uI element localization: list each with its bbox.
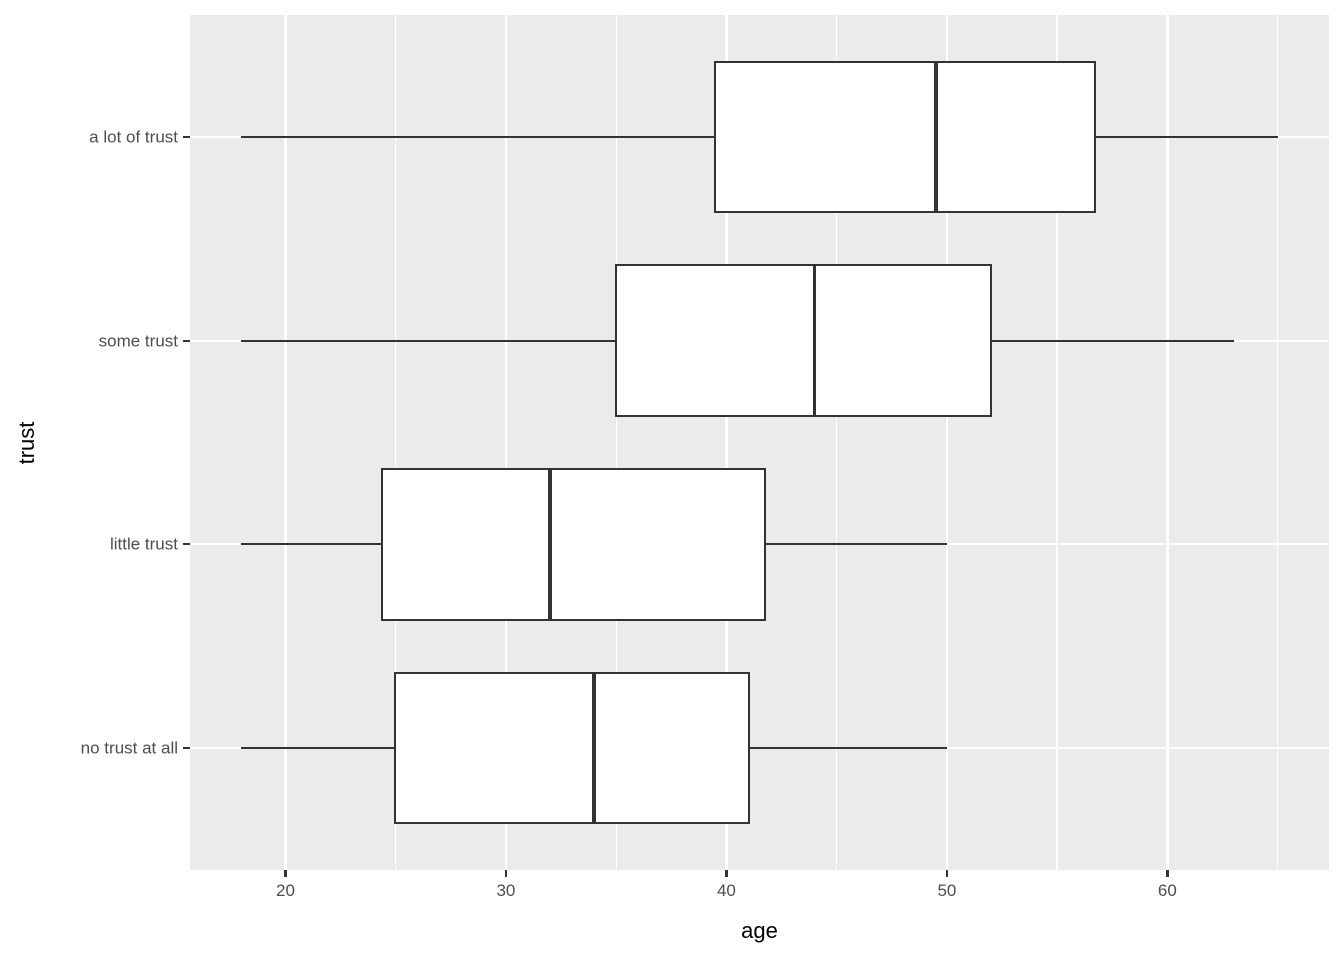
median-line <box>934 60 938 214</box>
x-tick-mark <box>725 870 728 877</box>
y-tick-label: little trust <box>109 534 178 554</box>
box-iqr <box>394 671 750 825</box>
x-tick-mark <box>284 870 287 877</box>
x-major-gridline <box>504 15 508 870</box>
box-iqr <box>381 467 767 621</box>
whisker-lower <box>241 339 617 342</box>
x-tick-label: 20 <box>275 881 295 900</box>
median-line <box>592 671 596 825</box>
x-tick-label: 50 <box>937 881 957 900</box>
y-tick-mark <box>183 339 190 342</box>
x-tick-label: 30 <box>496 881 516 900</box>
x-major-gridline <box>945 15 949 870</box>
x-minor-gridline <box>1276 15 1279 870</box>
box-iqr <box>714 60 1096 214</box>
whisker-lower <box>241 543 383 546</box>
x-tick-label: 40 <box>716 881 736 900</box>
y-tick-mark <box>183 746 190 749</box>
x-minor-gridline <box>1056 15 1058 870</box>
x-tick-mark <box>1166 870 1169 877</box>
x-tick-label: 60 <box>1157 881 1177 900</box>
x-minor-gridline <box>615 15 617 870</box>
x-major-gridline <box>1166 15 1169 870</box>
whisker-upper <box>748 746 947 749</box>
median-line <box>548 467 552 621</box>
median-line <box>812 264 817 418</box>
y-tick-label: a lot of trust <box>89 127 178 147</box>
y-axis-title: trust <box>14 421 39 464</box>
x-minor-gridline <box>836 15 838 870</box>
y-tick-label: no trust at all <box>80 738 178 758</box>
whisker-upper <box>991 339 1234 342</box>
whisker-lower <box>241 135 716 139</box>
whisker-lower <box>241 746 396 749</box>
x-axis-title: age <box>741 918 778 943</box>
whisker-upper <box>1094 135 1278 139</box>
x-minor-gridline <box>395 15 397 870</box>
x-major-gridline <box>284 15 287 870</box>
x-tick-mark <box>945 870 949 877</box>
x-tick-mark <box>504 870 508 877</box>
y-tick-mark <box>183 543 190 546</box>
y-tick-label: some trust <box>98 331 178 351</box>
box-iqr <box>614 264 993 418</box>
y-tick-mark <box>183 135 190 139</box>
x-major-gridline <box>725 15 728 870</box>
whisker-upper <box>765 543 947 546</box>
